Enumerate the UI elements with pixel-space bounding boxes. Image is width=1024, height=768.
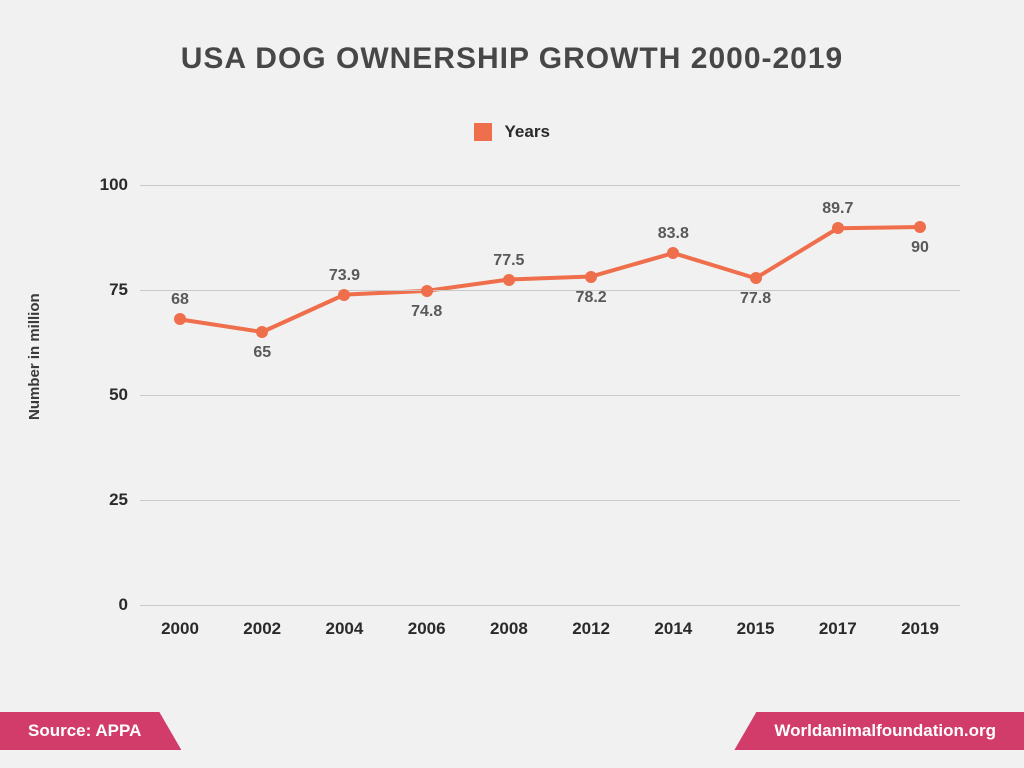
chart-title: USA DOG OWNERSHIP GROWTH 2000-2019 — [0, 0, 1024, 84]
y-tick-label: 50 — [90, 385, 140, 405]
data-point — [174, 313, 186, 325]
data-point — [503, 274, 515, 286]
y-axis-label: Number in million — [26, 293, 43, 420]
x-tick-label: 2019 — [901, 605, 939, 639]
data-label: 68 — [171, 291, 189, 309]
data-label: 77.5 — [493, 252, 524, 270]
plot-area: 0255075100200020022004200620082012201420… — [140, 185, 960, 605]
data-point — [338, 289, 350, 301]
data-point — [914, 221, 926, 233]
x-tick-label: 2012 — [572, 605, 610, 639]
gridline — [140, 290, 960, 291]
data-point — [585, 271, 597, 283]
gridline — [140, 395, 960, 396]
y-tick-label: 75 — [90, 280, 140, 300]
data-label: 65 — [253, 344, 271, 362]
x-tick-label: 2006 — [408, 605, 446, 639]
data-point — [750, 272, 762, 284]
data-label: 78.2 — [576, 289, 607, 307]
y-tick-label: 0 — [90, 595, 140, 615]
gridline — [140, 500, 960, 501]
x-tick-label: 2002 — [243, 605, 281, 639]
x-tick-label: 2000 — [161, 605, 199, 639]
x-tick-label: 2008 — [490, 605, 528, 639]
footer: Source: APPA Worldanimalfoundation.org — [0, 712, 1024, 750]
data-label: 77.8 — [740, 290, 771, 308]
data-label: 83.8 — [658, 225, 689, 243]
data-point — [421, 285, 433, 297]
data-label: 90 — [911, 239, 929, 257]
line-path — [180, 227, 920, 332]
y-tick-label: 25 — [90, 490, 140, 510]
x-tick-label: 2017 — [819, 605, 857, 639]
gridline — [140, 185, 960, 186]
x-tick-label: 2014 — [654, 605, 692, 639]
source-ribbon: Source: APPA — [0, 712, 181, 750]
data-label: 73.9 — [329, 267, 360, 285]
legend-swatch — [474, 123, 492, 141]
y-tick-label: 100 — [90, 175, 140, 195]
data-point — [667, 247, 679, 259]
x-tick-label: 2015 — [737, 605, 775, 639]
data-point — [832, 222, 844, 234]
data-label: 89.7 — [822, 200, 853, 218]
legend-label: Years — [505, 122, 550, 141]
data-point — [256, 326, 268, 338]
data-label: 74.8 — [411, 303, 442, 321]
site-ribbon: Worldanimalfoundation.org — [734, 712, 1024, 750]
legend: Years — [0, 122, 1024, 142]
chart-area: 0255075100200020022004200620082012201420… — [70, 185, 970, 655]
x-tick-label: 2004 — [326, 605, 364, 639]
